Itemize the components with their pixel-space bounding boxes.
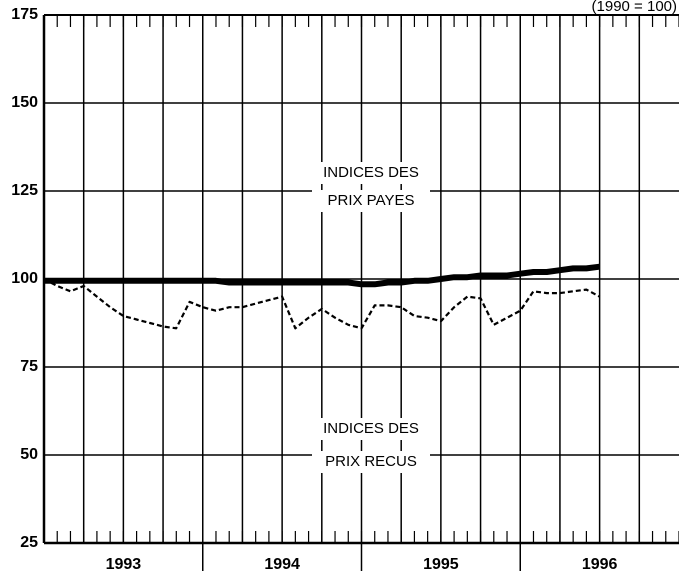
x-tick-label: 1996 [582,556,618,573]
y-tick-label: 125 [11,182,38,199]
label-background [312,418,430,440]
y-tick-label: 25 [20,534,38,551]
label-background [312,190,430,212]
y-tick-label: 50 [20,446,38,463]
series-line [44,263,600,288]
y-tick-label: 75 [20,358,38,375]
y-tick-label: 150 [11,94,38,111]
x-tick-label: 1993 [106,556,142,573]
y-tick-label: 175 [11,6,38,23]
label-background [312,451,430,473]
series-label: INDICES DES [323,420,419,437]
series-label: PRIX PAYES [328,192,415,209]
series-label: PRIX RECUS [325,453,417,470]
label-background [312,162,430,184]
base-note: (1990 = 100) [592,0,677,15]
y-tick-label: 100 [11,270,38,287]
x-tick-label: 1994 [264,556,300,573]
series-label: INDICES DES [323,164,419,181]
x-tick-label: 1995 [423,556,459,573]
series-line [43,278,601,330]
